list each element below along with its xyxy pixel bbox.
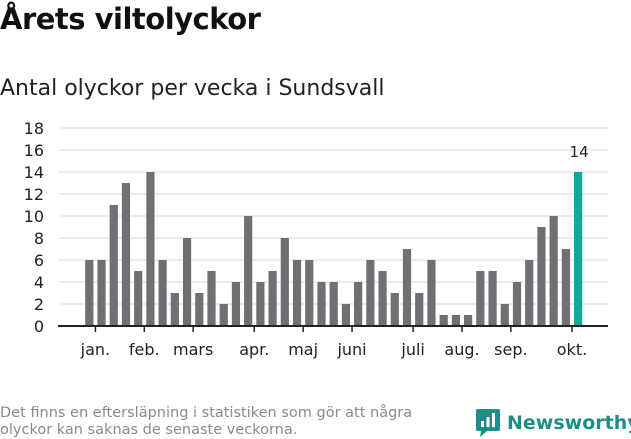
- newsworthy-logo[interactable]: Newsworthy: [475, 408, 631, 438]
- bar: [146, 172, 155, 326]
- brand-name: Newsworthy: [507, 412, 631, 434]
- bar: [415, 293, 424, 326]
- y-tick-label: 14: [24, 163, 44, 182]
- bar: [134, 271, 143, 326]
- bar: [402, 249, 412, 326]
- bar: [549, 216, 558, 326]
- x-tick-label: juni: [336, 340, 366, 359]
- bar: [170, 293, 179, 326]
- bar: [341, 304, 351, 326]
- x-axis-month-labels: jan. feb. mars apr. maj juni juli aug. sep. okt.: [80, 326, 587, 359]
- chart-title: Årets viltolyckor: [0, 2, 261, 36]
- y-tick-label: 12: [24, 185, 44, 204]
- x-tick-label: okt.: [557, 340, 587, 359]
- bar: [158, 260, 167, 326]
- x-tick-label: aug.: [444, 340, 479, 359]
- newsworthy-chart-bubble-icon: [476, 409, 500, 437]
- bar: [329, 282, 338, 326]
- bar: [537, 227, 546, 326]
- bar: [525, 260, 534, 326]
- bar: [292, 260, 302, 326]
- bar: [439, 315, 448, 326]
- bar: [256, 282, 265, 326]
- bar: [280, 238, 289, 326]
- y-tick-label: 2: [34, 295, 44, 314]
- footnote: Det finns en eftersläpning i statistiken…: [0, 405, 413, 438]
- bar: [121, 183, 131, 326]
- x-tick-label: feb.: [129, 340, 160, 359]
- bar: [182, 238, 192, 326]
- bar: [451, 315, 460, 326]
- y-axis-tick-labels: 0 2 4 6 8 10 12 14 16 18: [24, 119, 44, 336]
- y-tick-label: 6: [34, 251, 44, 270]
- bar: [378, 271, 387, 326]
- bar: [231, 282, 241, 326]
- bar: [195, 293, 204, 326]
- bar: [390, 293, 399, 326]
- chart-subtitle: Antal olyckor per vecka i Sundsvall: [0, 76, 385, 101]
- bars: [85, 172, 583, 326]
- bar: [512, 282, 522, 326]
- bar: [109, 205, 118, 326]
- bar: [207, 271, 216, 326]
- bar: [476, 271, 485, 326]
- bar: [561, 249, 570, 326]
- x-tick-label: apr.: [239, 340, 269, 359]
- y-tick-label: 18: [24, 119, 44, 138]
- y-tick-label: 4: [34, 273, 44, 292]
- bar: [500, 304, 509, 326]
- bar: [97, 260, 106, 326]
- x-tick-label: maj: [288, 340, 318, 359]
- x-tick-label: sep.: [494, 340, 527, 359]
- y-tick-label: 8: [34, 229, 44, 248]
- bar: [488, 271, 497, 326]
- data-labels: 14: [570, 143, 589, 161]
- x-tick-label: jan.: [80, 340, 110, 359]
- x-tick-label: juli: [400, 340, 424, 359]
- bar-highlight: [574, 172, 583, 326]
- x-tick-label: mars: [173, 340, 213, 359]
- bar: [427, 260, 436, 326]
- bar: [85, 260, 94, 326]
- y-tick-label: 16: [24, 141, 44, 160]
- bar: [244, 216, 253, 326]
- bar: [366, 260, 375, 326]
- bar: [464, 315, 473, 326]
- bar: [219, 304, 228, 326]
- y-tick-label: 0: [34, 317, 44, 336]
- y-tick-label: 10: [24, 207, 44, 226]
- data-label: 14: [570, 143, 589, 161]
- bar: [354, 282, 363, 326]
- bar: [305, 260, 314, 326]
- bar: [268, 271, 277, 326]
- bar: [317, 282, 326, 326]
